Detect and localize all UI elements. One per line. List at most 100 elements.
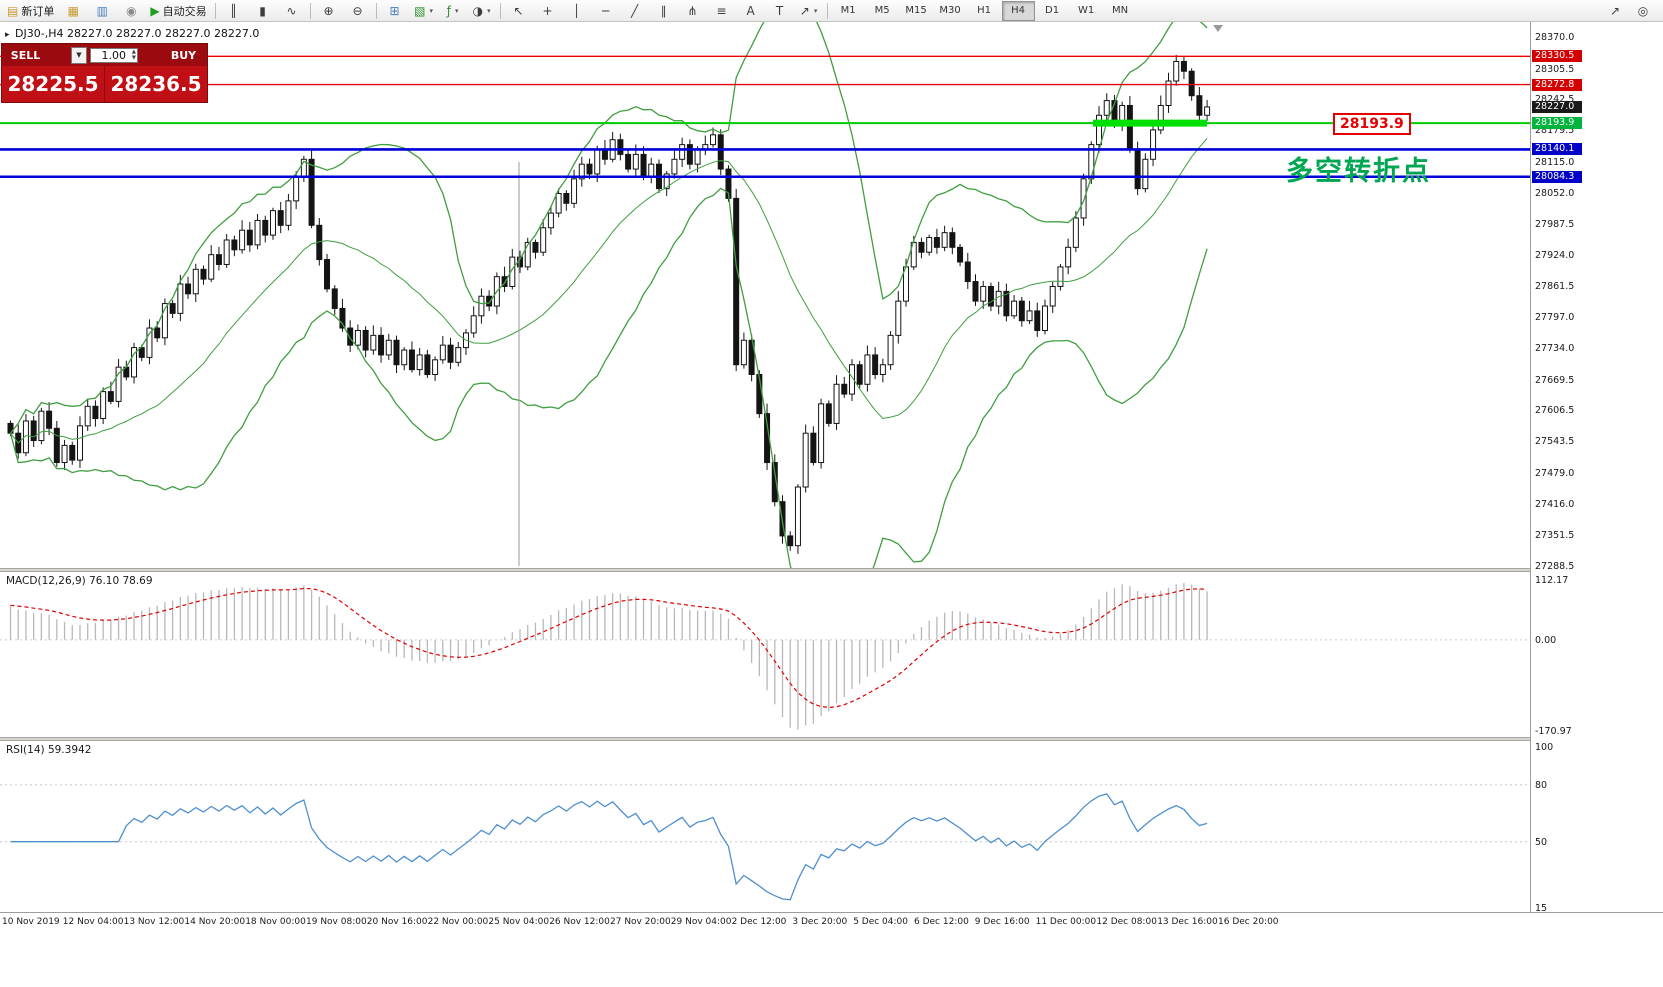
indicators-icon[interactable]: ƒ ▾ bbox=[439, 1, 467, 21]
time-axis-label: 20 Nov 16:00 bbox=[366, 917, 428, 927]
rsi-axis-label: 80 bbox=[1535, 779, 1548, 791]
timeframe-d1-button[interactable]: D1 bbox=[1045, 5, 1060, 16]
circle-tool-icon[interactable]: ◎ bbox=[1629, 1, 1657, 21]
buy-price[interactable]: 28236.5 bbox=[110, 72, 202, 96]
new-order-button[interactable]: ▤ 新订单 bbox=[3, 1, 58, 21]
toolbar-separator bbox=[499, 2, 501, 19]
lot-dropdown-button[interactable]: ▼ bbox=[71, 46, 87, 64]
arrow-objects-icon[interactable]: ↗ ▾ bbox=[795, 1, 823, 21]
horizontal-line-icon[interactable]: ─ bbox=[592, 1, 620, 21]
macd-axis-label: 0.00 bbox=[1535, 634, 1557, 646]
collapse-arrow-icon[interactable]: ▸ bbox=[5, 30, 10, 40]
macd-panel[interactable] bbox=[0, 572, 1530, 737]
timeframe-h4-button[interactable]: H4 bbox=[1001, 0, 1035, 21]
new-chart-icon[interactable]: ▧ ▾ bbox=[410, 1, 438, 21]
tile-windows-icon[interactable]: ⊞ bbox=[381, 1, 409, 21]
price-axis-label: 27288.5 bbox=[1535, 561, 1575, 572]
price-axis[interactable]: 28370.0 28305.5 28242.5 28179.5 28115.0 28052… bbox=[1530, 22, 1663, 914]
crosshair-icon[interactable]: + bbox=[534, 1, 562, 21]
time-axis-label: 29 Nov 04:00 bbox=[670, 917, 732, 927]
autotrading-icon: ▶ bbox=[150, 3, 160, 18]
rsi-axis-label: 100 bbox=[1535, 742, 1554, 753]
zoom-out-icon[interactable]: ⊖ bbox=[344, 1, 372, 21]
rsi-chart[interactable] bbox=[0, 741, 1530, 912]
time-axis-label: 26 Nov 12:00 bbox=[549, 917, 610, 927]
new-chart-icon: ▧ bbox=[414, 3, 426, 18]
new-order-icon: ▤ bbox=[7, 3, 19, 18]
sell-price[interactable]: 28225.5 bbox=[7, 72, 99, 96]
timeframe-m1-button[interactable]: M1 bbox=[840, 5, 856, 16]
time-axis-label: 19 Nov 08:00 bbox=[306, 917, 367, 927]
toolbar-right-group: ↗ ◎ bbox=[1601, 1, 1657, 21]
autotrading-button-label: 自动交易 bbox=[162, 4, 207, 18]
price-axis-label: 27416.0 bbox=[1535, 498, 1575, 510]
candlestick-icon[interactable]: ▮ bbox=[249, 1, 277, 21]
time-axis-label: 13 Dec 16:00 bbox=[1157, 917, 1218, 927]
rsi-panel[interactable] bbox=[0, 741, 1530, 912]
price-axis-label: 27669.5 bbox=[1535, 374, 1575, 386]
timeframe-mn-button[interactable]: MN bbox=[1112, 5, 1129, 16]
charts-icon[interactable]: ▦ bbox=[59, 1, 87, 21]
lot-size-input[interactable]: 1.00 ▲ ▼ bbox=[90, 47, 138, 63]
timeframe-m5-button[interactable]: M5 bbox=[874, 5, 890, 16]
price-axis-label: 28370.0 bbox=[1535, 32, 1575, 43]
trendline-icon[interactable]: ╱ bbox=[621, 1, 649, 21]
time-axis[interactable]: 10 Nov 2019 12 Nov 04:00 13 Nov 12:00 14 No… bbox=[0, 912, 1663, 933]
chevron-down-icon: ▾ bbox=[813, 6, 818, 15]
new-order-button-label: 新订单 bbox=[21, 4, 55, 18]
chart-annotation-text[interactable]: 多空转折点 bbox=[1286, 156, 1431, 187]
ohlc-bars-icon[interactable]: ║ bbox=[220, 1, 248, 21]
lot-spinner[interactable]: ▲ ▼ bbox=[131, 48, 136, 62]
timeframe-m15-button[interactable]: M15 bbox=[905, 5, 927, 16]
help-icon: ◉ bbox=[126, 3, 137, 18]
main-chart-panel[interactable] bbox=[0, 22, 1530, 568]
crosshair-icon: + bbox=[542, 3, 553, 18]
zoom-in-icon[interactable]: ⊕ bbox=[315, 1, 343, 21]
chart-symbol-period: DJ30-,H4 bbox=[15, 27, 64, 40]
timeframe-m30-button[interactable]: M30 bbox=[939, 5, 961, 16]
trendline-icon: ╱ bbox=[630, 3, 639, 18]
fibonacci-icon[interactable]: ≡ bbox=[708, 1, 736, 21]
top-toolbar: ▤ 新订单 ▦ ▥ ◉ ▶ 自动交易 ║ ▮ ∿ ⊕ ⊖ ⊞ ▧ ▾ ƒ ▾ ◑ ▾ ↖ + │ ─ ╱ ∥ ⋔ ≡ A T ↗ ▾ M1 M5… bbox=[0, 0, 1663, 22]
autotrading-button[interactable]: ▶ 自动交易 bbox=[146, 1, 210, 21]
cursor-icon: ↖ bbox=[513, 3, 524, 18]
profiles-icon[interactable]: ▥ bbox=[88, 1, 116, 21]
time-axis-label: 3 Dec 20:00 bbox=[792, 917, 848, 927]
pitchfork-icon[interactable]: ⋔ bbox=[679, 1, 707, 21]
time-axis-label: 12 Dec 08:00 bbox=[1096, 917, 1157, 927]
sell-button[interactable]: SELL bbox=[10, 48, 41, 62]
time-axis-label: 6 Dec 12:00 bbox=[914, 917, 969, 927]
panel-separator[interactable] bbox=[0, 568, 1663, 572]
zoom-out-icon: ⊖ bbox=[352, 3, 363, 18]
chevron-down-icon: ▾ bbox=[454, 6, 459, 15]
pitchfork-icon: ⋔ bbox=[687, 3, 698, 18]
text-icon[interactable]: A bbox=[737, 1, 765, 21]
periods-icon[interactable]: ◑ ▾ bbox=[468, 1, 496, 21]
time-axis-label: 25 Nov 04:00 bbox=[488, 917, 550, 927]
trade-panel-divider bbox=[104, 66, 105, 102]
candlestick-chart[interactable] bbox=[0, 22, 1530, 568]
cursor-arrow-icon[interactable]: ↗ bbox=[1601, 1, 1629, 21]
channel-icon[interactable]: ∥ bbox=[650, 1, 678, 21]
macd-chart[interactable] bbox=[0, 572, 1530, 737]
timeframe-h1-button[interactable]: H1 bbox=[977, 5, 992, 16]
buy-button[interactable]: BUY bbox=[170, 48, 197, 62]
help-icon[interactable]: ◉ bbox=[117, 1, 145, 21]
macd-axis-label: -170.97 bbox=[1535, 726, 1572, 737]
time-axis-label: 27 Nov 20:00 bbox=[610, 917, 671, 927]
time-axis-label: 2 Dec 12:00 bbox=[731, 917, 787, 927]
ohlc-bars-icon: ║ bbox=[229, 3, 238, 18]
label-icon[interactable]: T bbox=[766, 1, 794, 21]
chart-ohlc-values: 28227.0 28227.0 28227.0 28227.0 bbox=[66, 27, 260, 40]
cursor-icon[interactable]: ↖ bbox=[505, 1, 533, 21]
candlestick-icon: ▮ bbox=[259, 3, 266, 18]
price-axis-label: 28305.5 bbox=[1535, 63, 1575, 75]
text-icon: A bbox=[746, 3, 755, 18]
line-chart-icon[interactable]: ∿ bbox=[278, 1, 306, 21]
vertical-line-icon[interactable]: │ bbox=[563, 1, 591, 21]
pivot-price-tag[interactable]: 28193.9 bbox=[1333, 113, 1411, 135]
price-axis-label: 27351.5 bbox=[1535, 530, 1575, 542]
timeframe-w1-button[interactable]: W1 bbox=[1077, 5, 1095, 16]
panel-separator[interactable] bbox=[0, 737, 1663, 741]
price-axis-label: 28115.0 bbox=[1535, 156, 1575, 168]
